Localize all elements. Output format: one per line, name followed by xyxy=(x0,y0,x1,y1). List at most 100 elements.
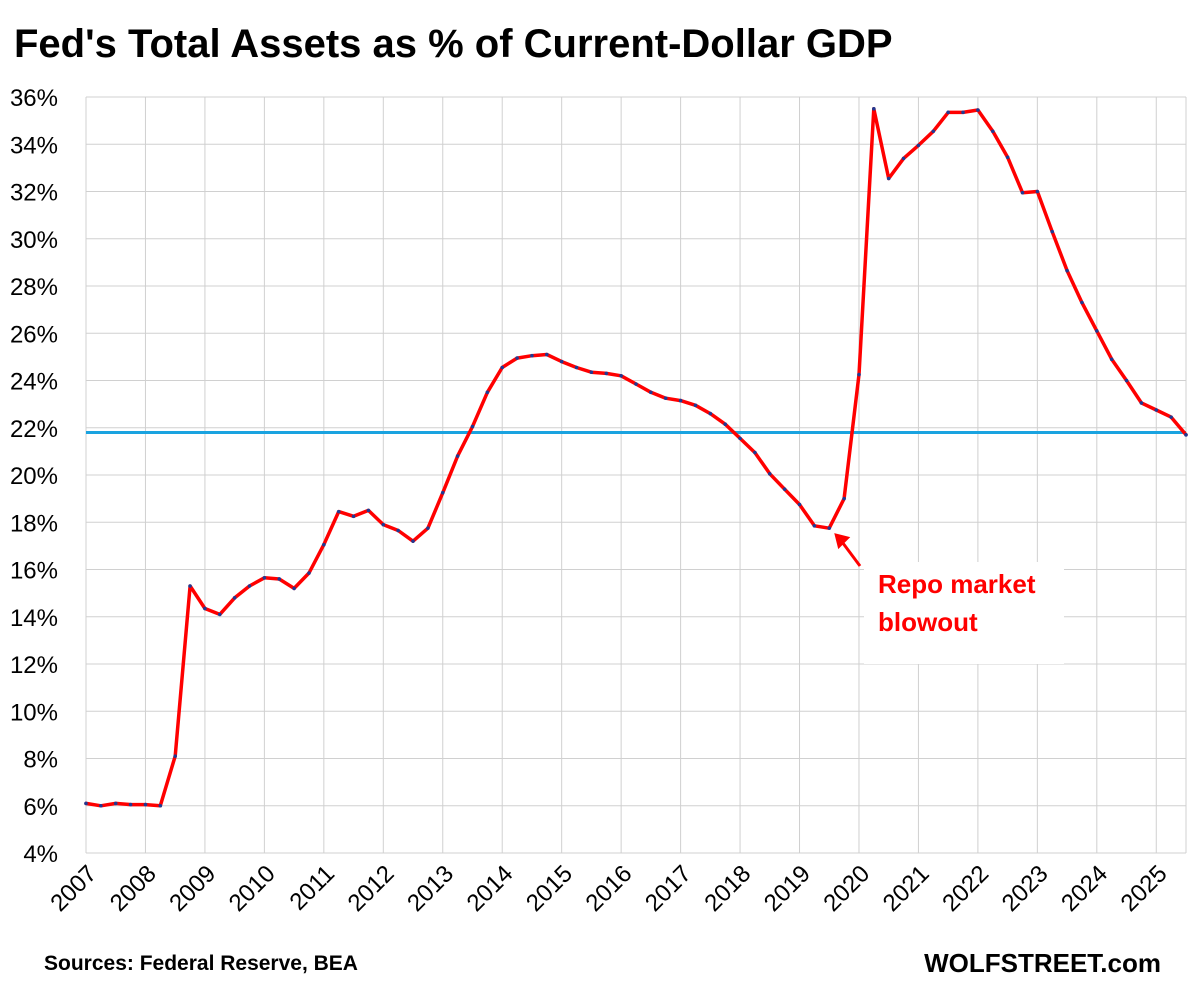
data-point xyxy=(767,472,772,476)
data-point xyxy=(1139,401,1144,405)
annotation-group: Repo market blowout xyxy=(834,533,1064,664)
y-tick-label: 24% xyxy=(10,369,58,396)
x-tick-label: 2017 xyxy=(640,860,697,917)
y-tick-label: 4% xyxy=(23,841,58,868)
x-tick-label: 2022 xyxy=(937,860,994,917)
data-point xyxy=(396,528,400,533)
data-point xyxy=(411,539,415,543)
x-tick-label: 2014 xyxy=(462,860,519,917)
data-point xyxy=(1154,408,1159,412)
data-point xyxy=(247,584,252,588)
data-point xyxy=(976,108,980,112)
data-point xyxy=(530,353,534,358)
data-point xyxy=(381,522,386,527)
data-point xyxy=(232,596,237,600)
y-tick-label: 12% xyxy=(10,652,58,679)
y-tick-label: 32% xyxy=(10,180,58,207)
annotation-arrow-head xyxy=(834,533,851,550)
y-tick-label: 30% xyxy=(10,227,58,254)
y-tick-label: 36% xyxy=(10,85,58,112)
x-tick-label: 2025 xyxy=(1116,860,1173,917)
data-point xyxy=(604,371,609,376)
data-point xyxy=(173,754,177,758)
data-point xyxy=(812,523,817,528)
data-point xyxy=(426,526,430,530)
y-tick-label: 22% xyxy=(10,416,58,443)
data-point xyxy=(99,803,103,808)
data-point xyxy=(797,502,802,507)
data-point xyxy=(84,801,88,806)
x-tick-label: 2009 xyxy=(164,860,221,917)
data-point xyxy=(500,365,505,370)
data-point xyxy=(455,454,460,458)
y-tick-label: 26% xyxy=(10,321,58,348)
y-tick-label: 6% xyxy=(23,794,58,821)
data-point xyxy=(1035,189,1040,194)
data-point xyxy=(916,143,921,148)
data-point xyxy=(693,403,698,408)
series-group xyxy=(84,107,1188,808)
x-tick-label: 2011 xyxy=(284,860,340,916)
data-point xyxy=(901,156,906,161)
data-point xyxy=(559,359,564,364)
x-tick-label: 2010 xyxy=(224,860,281,917)
y-tick-label: 20% xyxy=(10,463,58,490)
x-tick-label: 2016 xyxy=(581,860,638,917)
data-point xyxy=(515,356,519,360)
data-point xyxy=(1020,190,1025,195)
data-point xyxy=(143,802,148,807)
data-point xyxy=(886,176,891,181)
x-tick-label: 2012 xyxy=(343,860,400,917)
data-point xyxy=(589,370,594,375)
x-tick-label: 2008 xyxy=(105,860,162,917)
x-tick-label: 2020 xyxy=(818,860,875,917)
x-tick-label: 2013 xyxy=(402,860,459,917)
data-point xyxy=(649,390,653,395)
data-point xyxy=(203,606,207,611)
data-point xyxy=(470,424,475,429)
data-point xyxy=(634,382,638,386)
brand-label: WOLFSTREET.com xyxy=(924,948,1161,978)
gridlines xyxy=(85,96,1187,854)
data-point xyxy=(292,586,296,591)
data-point xyxy=(262,575,267,580)
data-point xyxy=(128,802,133,807)
data-point xyxy=(113,801,118,806)
data-point xyxy=(782,487,787,491)
data-point xyxy=(663,396,668,401)
data-point xyxy=(708,411,713,416)
x-tick-label: 2015 xyxy=(521,860,578,917)
data-point xyxy=(961,110,965,115)
data-point xyxy=(188,584,192,588)
y-tick-label: 10% xyxy=(10,699,58,726)
y-axis-ticks: 4% 6% 8% 10% 12% 14% 16% 18% 20% 22% 24% 26% 28% 30% 3… xyxy=(10,85,58,868)
data-point xyxy=(336,509,341,514)
data-point xyxy=(738,436,742,441)
data-point xyxy=(946,110,950,115)
data-point xyxy=(366,508,371,513)
data-point xyxy=(351,514,356,519)
data-point xyxy=(277,577,282,581)
data-point xyxy=(827,526,832,530)
chart-title: Fed's Total Assets as % of Current-Dolla… xyxy=(14,22,893,66)
data-point xyxy=(619,373,623,378)
source-note: Sources: Federal Reserve, BEA xyxy=(44,952,358,975)
x-tick-label: 2018 xyxy=(699,860,756,917)
data-point xyxy=(1109,357,1114,362)
x-axis-ticks: 2007 2008 2009 2010 2011 2012 2013 2014 2015 2016… xyxy=(45,860,1172,917)
data-point xyxy=(1065,268,1069,273)
x-tick-label: 2019 xyxy=(759,860,816,917)
data-point xyxy=(217,612,222,617)
y-tick-label: 14% xyxy=(10,605,58,632)
data-point xyxy=(1005,155,1010,160)
data-point xyxy=(158,803,163,808)
data-point xyxy=(1095,329,1099,333)
annotation-text-line1: Repo market xyxy=(878,569,1036,599)
y-tick-label: 28% xyxy=(10,274,58,301)
y-tick-label: 8% xyxy=(23,747,58,774)
data-point xyxy=(485,390,490,395)
data-point xyxy=(723,422,727,427)
y-tick-label: 18% xyxy=(10,510,58,537)
x-tick-label: 2007 xyxy=(45,860,102,917)
